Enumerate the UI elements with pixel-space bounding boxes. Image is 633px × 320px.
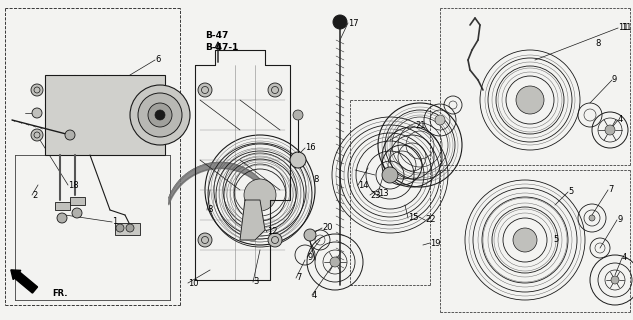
Circle shape [116,224,124,232]
Circle shape [32,108,42,118]
Circle shape [155,110,165,120]
Text: 17: 17 [348,19,359,28]
Text: FR.: FR. [52,289,68,298]
Text: 22: 22 [425,215,436,225]
Circle shape [198,233,212,247]
Circle shape [130,85,190,145]
Text: 3: 3 [253,277,258,286]
Circle shape [589,215,595,221]
Text: 15: 15 [408,213,418,222]
Text: 9: 9 [617,215,622,225]
Text: 19: 19 [430,238,441,247]
Text: 12: 12 [267,228,277,236]
Text: B-47: B-47 [205,30,229,39]
Text: 1: 1 [112,218,117,227]
Text: 9: 9 [612,76,617,84]
Circle shape [138,93,182,137]
Text: 2: 2 [32,190,37,199]
FancyArrow shape [11,270,37,293]
Circle shape [57,213,67,223]
Circle shape [31,84,43,96]
Circle shape [268,83,282,97]
Circle shape [65,130,75,140]
Text: 7: 7 [296,274,301,283]
Text: 11: 11 [621,23,632,33]
Text: 4: 4 [622,253,627,262]
Circle shape [605,125,615,135]
Text: 5: 5 [568,188,573,196]
Circle shape [304,229,316,241]
Text: 4: 4 [618,116,624,124]
Text: B-47-1: B-47-1 [205,44,239,52]
Text: 8: 8 [313,175,318,184]
Circle shape [330,257,340,267]
FancyBboxPatch shape [45,75,165,155]
Circle shape [198,83,212,97]
Text: 20: 20 [322,223,332,233]
Bar [115,223,140,235]
Text: 10: 10 [188,278,199,287]
Circle shape [31,129,43,141]
Text: 21: 21 [415,122,425,131]
Polygon shape [240,200,265,240]
Text: 4: 4 [312,291,317,300]
Circle shape [611,276,619,284]
Text: 5: 5 [553,236,558,244]
Text: 9: 9 [307,252,312,261]
Circle shape [513,228,537,252]
Text: 14: 14 [358,180,368,189]
Circle shape [290,152,306,168]
Text: 18: 18 [68,180,78,189]
Circle shape [382,167,398,183]
Text: 8: 8 [595,39,600,49]
Text: 6: 6 [155,55,160,65]
Text: 8: 8 [207,205,213,214]
Text: 23: 23 [370,190,380,199]
Bar [70,197,85,205]
Text: 11: 11 [618,23,629,33]
Circle shape [435,115,445,125]
Circle shape [126,224,134,232]
Text: 7: 7 [608,186,613,195]
Bar [55,202,70,210]
Circle shape [72,208,82,218]
Circle shape [148,103,172,127]
Circle shape [333,15,347,29]
Text: 16: 16 [305,143,316,153]
Circle shape [293,110,303,120]
Circle shape [516,86,544,114]
Circle shape [268,233,282,247]
Text: 13: 13 [378,188,389,197]
Circle shape [244,179,276,211]
